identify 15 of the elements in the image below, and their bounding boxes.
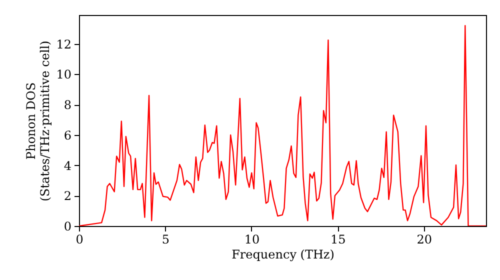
line-series	[79, 25, 486, 226]
y-tick-label: 4	[64, 158, 72, 173]
x-tick-label: 20	[416, 232, 432, 246]
x-axis-title: Frequency (THz)	[232, 248, 334, 262]
y-tick-label: 2	[64, 189, 72, 204]
x-tick-label: 5	[162, 232, 170, 246]
y-tick-label: 12	[56, 37, 72, 52]
y-tick-label: 10	[56, 68, 72, 82]
x-tick-label: 15	[330, 232, 346, 246]
x-tick-label: 10	[244, 232, 260, 246]
y-tick-label: 8	[64, 98, 72, 112]
x-tick-label: 0	[76, 232, 84, 246]
y-axis-title: Phonon DOS (States/THz·primitive cell)	[24, 40, 52, 202]
y-tick-label: 0	[64, 220, 72, 234]
y-tick-label: 6	[64, 128, 72, 142]
